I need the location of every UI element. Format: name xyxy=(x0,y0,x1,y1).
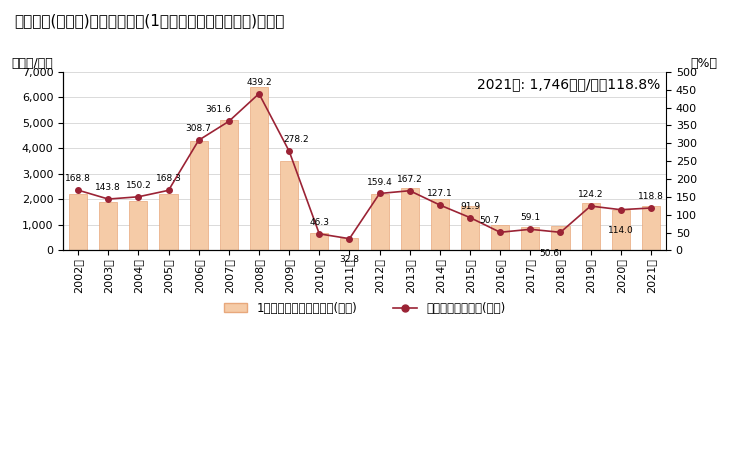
Text: 150.2: 150.2 xyxy=(125,181,151,190)
Text: 159.4: 159.4 xyxy=(367,178,392,187)
Text: 我孫子市(千葉県)の労働生産性(1人当たり粗付加価値額)の推移: 我孫子市(千葉県)の労働生産性(1人当たり粗付加価値額)の推移 xyxy=(15,14,285,28)
Text: 143.8: 143.8 xyxy=(95,183,121,192)
Bar xyxy=(521,227,539,250)
Text: 127.1: 127.1 xyxy=(427,189,453,198)
Text: 167.2: 167.2 xyxy=(397,175,423,184)
Text: 32.8: 32.8 xyxy=(340,255,359,264)
Text: 168.3: 168.3 xyxy=(155,175,182,184)
Legend: 1人当たり粗付加価値額(左軸), 対全国比（右軸）(右軸): 1人当たり粗付加価値額(左軸), 対全国比（右軸）(右軸) xyxy=(219,297,510,320)
Bar xyxy=(160,194,178,250)
Text: 124.2: 124.2 xyxy=(578,190,604,199)
Text: 439.2: 439.2 xyxy=(246,78,272,87)
Bar xyxy=(370,194,389,250)
Text: ［万円/人］: ［万円/人］ xyxy=(12,57,53,70)
Bar xyxy=(280,161,298,250)
Text: 2021年: 1,746万円/人，118.8%: 2021年: 1,746万円/人，118.8% xyxy=(477,77,660,91)
Text: 361.6: 361.6 xyxy=(205,105,230,114)
Text: 118.8: 118.8 xyxy=(638,192,664,201)
Text: 168.8: 168.8 xyxy=(65,174,91,183)
Bar xyxy=(340,238,359,250)
Text: 308.7: 308.7 xyxy=(186,124,211,133)
Text: ［%］: ［%］ xyxy=(690,57,717,70)
Text: 114.0: 114.0 xyxy=(608,226,634,235)
Bar xyxy=(582,203,600,250)
Text: 46.3: 46.3 xyxy=(309,218,330,227)
Bar xyxy=(551,226,569,250)
Text: 59.1: 59.1 xyxy=(521,213,540,222)
Bar xyxy=(612,210,630,250)
Text: 50.6: 50.6 xyxy=(539,249,559,258)
Bar xyxy=(219,121,238,250)
Bar xyxy=(190,141,208,250)
Text: 50.7: 50.7 xyxy=(479,216,499,225)
Bar xyxy=(491,225,510,250)
Bar xyxy=(461,206,479,250)
Bar xyxy=(129,201,147,250)
Bar xyxy=(642,206,660,250)
Bar xyxy=(99,202,117,250)
Bar xyxy=(431,199,449,250)
Bar xyxy=(401,188,418,250)
Text: 91.9: 91.9 xyxy=(460,202,480,211)
Bar xyxy=(69,194,87,250)
Bar xyxy=(311,233,328,250)
Text: 278.2: 278.2 xyxy=(284,135,309,144)
Bar xyxy=(250,87,268,250)
